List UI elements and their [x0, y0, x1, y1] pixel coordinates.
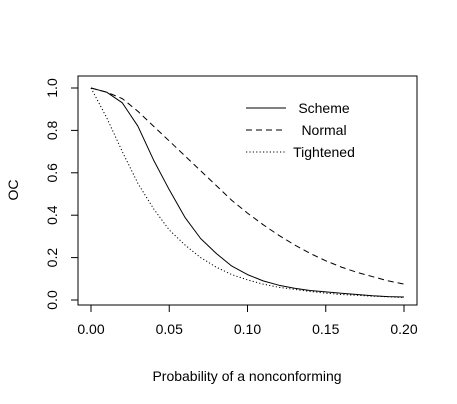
y-axis-label: OC: [5, 180, 21, 201]
y-tick-label: 1.0: [44, 78, 60, 98]
y-tick-label: 0.6: [44, 163, 60, 183]
series-layer: [90, 87, 405, 298]
x-tick-label: 0.15: [312, 321, 339, 337]
legend-label-tightened: Tightened: [293, 144, 355, 160]
y-tick-label: 0.0: [44, 290, 60, 310]
y-tick-label: 0.2: [44, 248, 60, 268]
legend-label-scheme: Scheme: [298, 100, 350, 116]
y-axis: 0.0 0.2 0.4 0.6 0.8 1.0: [44, 78, 79, 310]
x-tick-label: 0.05: [156, 321, 183, 337]
series-line-scheme: [90, 87, 405, 298]
x-tick-label: 0.20: [390, 321, 417, 337]
x-axis-label: Probability of a nonconforming: [152, 368, 341, 384]
legend: Scheme Normal Tightened: [246, 100, 355, 160]
y-tick-label: 0.8: [44, 120, 60, 140]
x-axis: 0.00 0.05 0.10 0.15 0.20: [77, 304, 418, 337]
legend-label-normal: Normal: [301, 122, 346, 138]
x-tick-label: 0.10: [234, 321, 261, 337]
series-line-normal: [90, 87, 405, 285]
series-line-tightened: [90, 87, 405, 298]
x-tick-label: 0.00: [77, 321, 104, 337]
y-tick-label: 0.4: [44, 205, 60, 225]
